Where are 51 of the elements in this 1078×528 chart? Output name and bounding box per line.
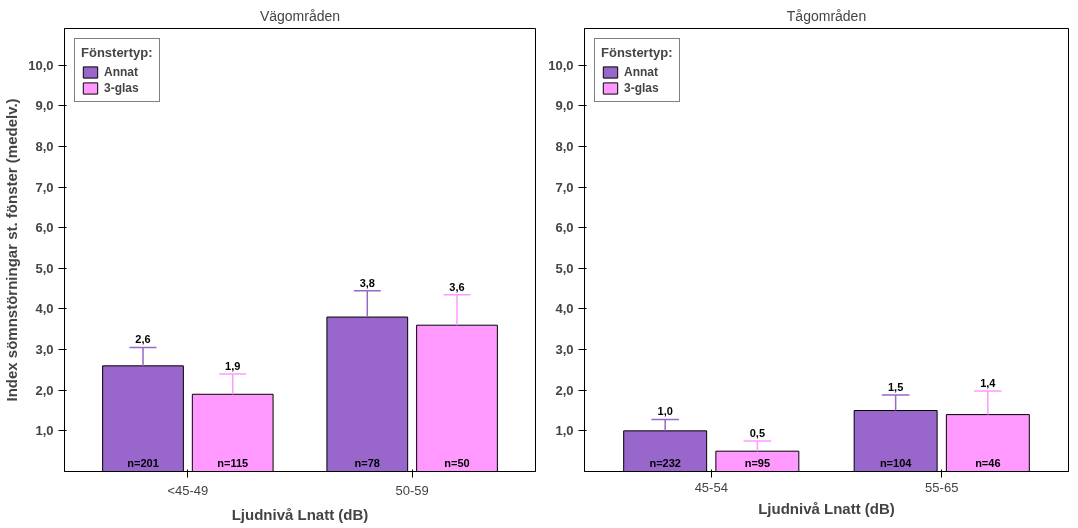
legend-label: Annat <box>624 65 658 79</box>
y-tick-label: 5,0 <box>35 260 54 276</box>
legend-label: 3-glas <box>624 81 659 95</box>
y-tick-label: 10,0 <box>548 57 574 73</box>
y-tick-label: 8,0 <box>555 138 574 154</box>
y-tick-label: 6,0 <box>555 220 574 236</box>
y-tick-label: 2,0 <box>35 382 54 398</box>
x-tick-label: <45-49 <box>167 482 209 498</box>
data-label: 2,6 <box>135 333 151 346</box>
y-tick-label: 3,0 <box>35 342 54 358</box>
y-tick-label: 5,0 <box>555 260 574 276</box>
data-label: 1,4 <box>980 376 997 389</box>
x-tick-label: 50-59 <box>395 482 429 498</box>
y-tick-label: 4,0 <box>555 301 574 317</box>
data-label: 1,0 <box>657 405 673 418</box>
annotation: n=50 <box>444 457 470 470</box>
data-label: 3,6 <box>449 280 465 293</box>
data-label: 3,8 <box>359 276 375 289</box>
x-axis-title: Ljudnivå Lnatt (dB) <box>758 499 895 517</box>
x-tick-label: 55-65 <box>925 479 959 495</box>
chart-title: Vägområden <box>259 7 341 24</box>
data-label: 1,9 <box>225 359 241 372</box>
legend-title: Fönstertyp: <box>81 45 153 60</box>
y-tick-label: 6,0 <box>35 220 54 236</box>
legend-label: 3-glas <box>104 81 139 95</box>
legend-label: Annat <box>104 65 138 79</box>
legend-title: Fönstertyp: <box>601 45 673 60</box>
x-tick-label: 45-54 <box>694 479 728 495</box>
y-tick-label: 7,0 <box>555 179 574 195</box>
y-tick-label: 2,0 <box>555 382 574 398</box>
y-tick-label: 1,0 <box>35 423 54 439</box>
y-axis-title: Index sömnstörningar st. fönster (medelv.) <box>3 98 21 402</box>
annotation: n=95 <box>744 457 771 470</box>
y-tick-label: 4,0 <box>35 301 54 317</box>
annotation: n=104 <box>879 457 913 470</box>
y-tick-label: 8,0 <box>35 138 54 154</box>
x-axis-title: Ljudnivå Lnatt (dB) <box>231 505 369 523</box>
y-tick-label: 10,0 <box>28 57 54 73</box>
data-label: 1,5 <box>888 381 904 394</box>
y-tick-label: 9,0 <box>35 98 54 114</box>
y-tick-label: 9,0 <box>555 98 574 114</box>
annotation: n=78 <box>354 457 380 470</box>
data-label: 0,5 <box>749 426 766 439</box>
y-tick-label: 1,0 <box>555 423 574 439</box>
y-tick-label: 7,0 <box>35 179 54 195</box>
annotation: n=46 <box>975 457 1001 470</box>
annotation: n=115 <box>217 457 249 470</box>
annotation: n=201 <box>127 457 159 470</box>
chart-title: Tågområden <box>786 7 867 24</box>
y-tick-label: 3,0 <box>555 342 574 358</box>
annotation: n=232 <box>649 457 681 470</box>
